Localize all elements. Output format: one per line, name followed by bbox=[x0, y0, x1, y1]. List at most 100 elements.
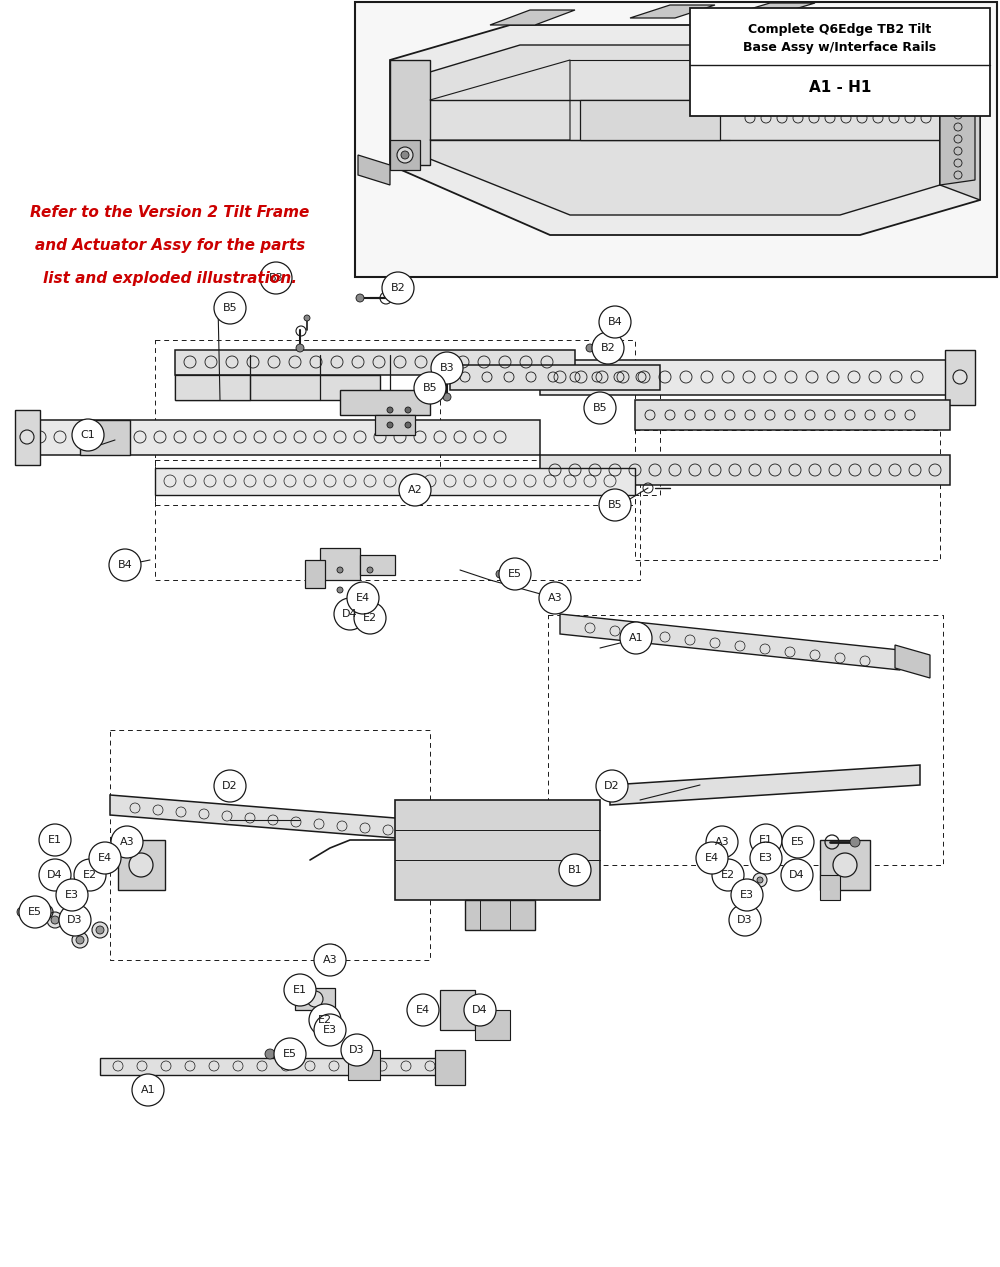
Text: E1: E1 bbox=[48, 835, 62, 845]
Text: E4: E4 bbox=[98, 853, 112, 863]
Circle shape bbox=[584, 392, 616, 424]
Circle shape bbox=[443, 393, 451, 400]
Circle shape bbox=[322, 1012, 338, 1028]
Text: Complete Q6Edge TB2 Tilt
Base Assy w/Interface Rails: Complete Q6Edge TB2 Tilt Base Assy w/Int… bbox=[743, 23, 937, 53]
Text: D4: D4 bbox=[342, 609, 358, 620]
Text: B4: B4 bbox=[608, 317, 622, 327]
Text: B2: B2 bbox=[391, 283, 405, 293]
Text: A3: A3 bbox=[323, 955, 337, 965]
Circle shape bbox=[431, 352, 463, 384]
Circle shape bbox=[56, 879, 88, 911]
Circle shape bbox=[750, 824, 782, 856]
Text: E1: E1 bbox=[759, 835, 773, 845]
Circle shape bbox=[596, 770, 628, 802]
Circle shape bbox=[17, 907, 27, 917]
Polygon shape bbox=[390, 60, 430, 165]
Text: D4: D4 bbox=[789, 870, 805, 881]
Circle shape bbox=[833, 853, 857, 877]
Circle shape bbox=[399, 474, 431, 506]
Polygon shape bbox=[450, 365, 660, 390]
Circle shape bbox=[19, 896, 51, 927]
Circle shape bbox=[96, 926, 104, 934]
Circle shape bbox=[309, 1003, 341, 1036]
Polygon shape bbox=[635, 400, 950, 430]
Circle shape bbox=[265, 1049, 275, 1059]
Circle shape bbox=[274, 1038, 306, 1071]
Circle shape bbox=[330, 955, 340, 965]
Polygon shape bbox=[110, 794, 420, 840]
Polygon shape bbox=[820, 875, 840, 900]
Text: A1 - H1: A1 - H1 bbox=[809, 81, 871, 95]
Circle shape bbox=[296, 345, 304, 352]
Polygon shape bbox=[375, 416, 415, 435]
Circle shape bbox=[712, 859, 744, 891]
Text: A1: A1 bbox=[141, 1085, 155, 1095]
Polygon shape bbox=[420, 46, 940, 215]
Circle shape bbox=[750, 843, 782, 874]
Polygon shape bbox=[730, 3, 815, 15]
Circle shape bbox=[356, 294, 364, 302]
Text: B5: B5 bbox=[223, 303, 237, 313]
Circle shape bbox=[539, 582, 571, 614]
Polygon shape bbox=[175, 375, 380, 400]
Circle shape bbox=[260, 262, 292, 294]
Circle shape bbox=[559, 854, 591, 886]
Text: E4: E4 bbox=[356, 593, 370, 603]
Text: B2: B2 bbox=[601, 343, 615, 353]
Circle shape bbox=[737, 889, 743, 895]
Circle shape bbox=[132, 1074, 164, 1106]
Circle shape bbox=[89, 843, 121, 874]
Text: E5: E5 bbox=[28, 907, 42, 917]
Text: A3: A3 bbox=[120, 837, 134, 848]
Circle shape bbox=[731, 879, 763, 911]
Text: E5: E5 bbox=[791, 837, 805, 848]
Text: E5: E5 bbox=[508, 569, 522, 579]
Circle shape bbox=[405, 407, 411, 413]
Circle shape bbox=[334, 598, 366, 630]
Text: E4: E4 bbox=[416, 1005, 430, 1015]
Polygon shape bbox=[440, 990, 475, 1030]
Circle shape bbox=[347, 582, 379, 614]
Polygon shape bbox=[320, 549, 360, 580]
Circle shape bbox=[367, 587, 373, 593]
Text: Refer to the Version 2 Tilt Frame: Refer to the Version 2 Tilt Frame bbox=[30, 205, 310, 220]
Polygon shape bbox=[940, 95, 975, 185]
Polygon shape bbox=[175, 350, 575, 375]
Text: A1: A1 bbox=[629, 634, 643, 642]
Circle shape bbox=[307, 991, 323, 1007]
Circle shape bbox=[592, 332, 624, 364]
Text: D2: D2 bbox=[604, 780, 620, 791]
Text: B3: B3 bbox=[440, 364, 454, 372]
Circle shape bbox=[314, 1014, 346, 1047]
Text: E5: E5 bbox=[283, 1049, 297, 1059]
Polygon shape bbox=[475, 1010, 510, 1040]
Bar bbox=[355, 3, 997, 277]
Circle shape bbox=[464, 995, 496, 1026]
Circle shape bbox=[337, 568, 343, 573]
Circle shape bbox=[717, 872, 723, 878]
Circle shape bbox=[586, 345, 594, 352]
Text: E2: E2 bbox=[83, 870, 97, 881]
Polygon shape bbox=[465, 900, 535, 930]
Circle shape bbox=[111, 826, 143, 858]
Text: B4: B4 bbox=[118, 560, 132, 570]
Polygon shape bbox=[155, 468, 635, 495]
Circle shape bbox=[405, 422, 411, 428]
Circle shape bbox=[782, 826, 814, 858]
Polygon shape bbox=[435, 1050, 465, 1085]
Circle shape bbox=[599, 307, 631, 338]
Circle shape bbox=[74, 859, 106, 891]
Text: A2: A2 bbox=[408, 485, 422, 495]
Circle shape bbox=[354, 602, 386, 634]
Bar bbox=[690, 8, 990, 117]
Polygon shape bbox=[630, 5, 715, 18]
Circle shape bbox=[326, 1016, 334, 1024]
Polygon shape bbox=[610, 765, 920, 805]
Polygon shape bbox=[820, 840, 870, 889]
Circle shape bbox=[496, 570, 504, 578]
Circle shape bbox=[781, 859, 813, 891]
Circle shape bbox=[620, 622, 652, 654]
Circle shape bbox=[706, 826, 738, 858]
Circle shape bbox=[341, 1034, 373, 1066]
Text: E4: E4 bbox=[705, 853, 719, 863]
